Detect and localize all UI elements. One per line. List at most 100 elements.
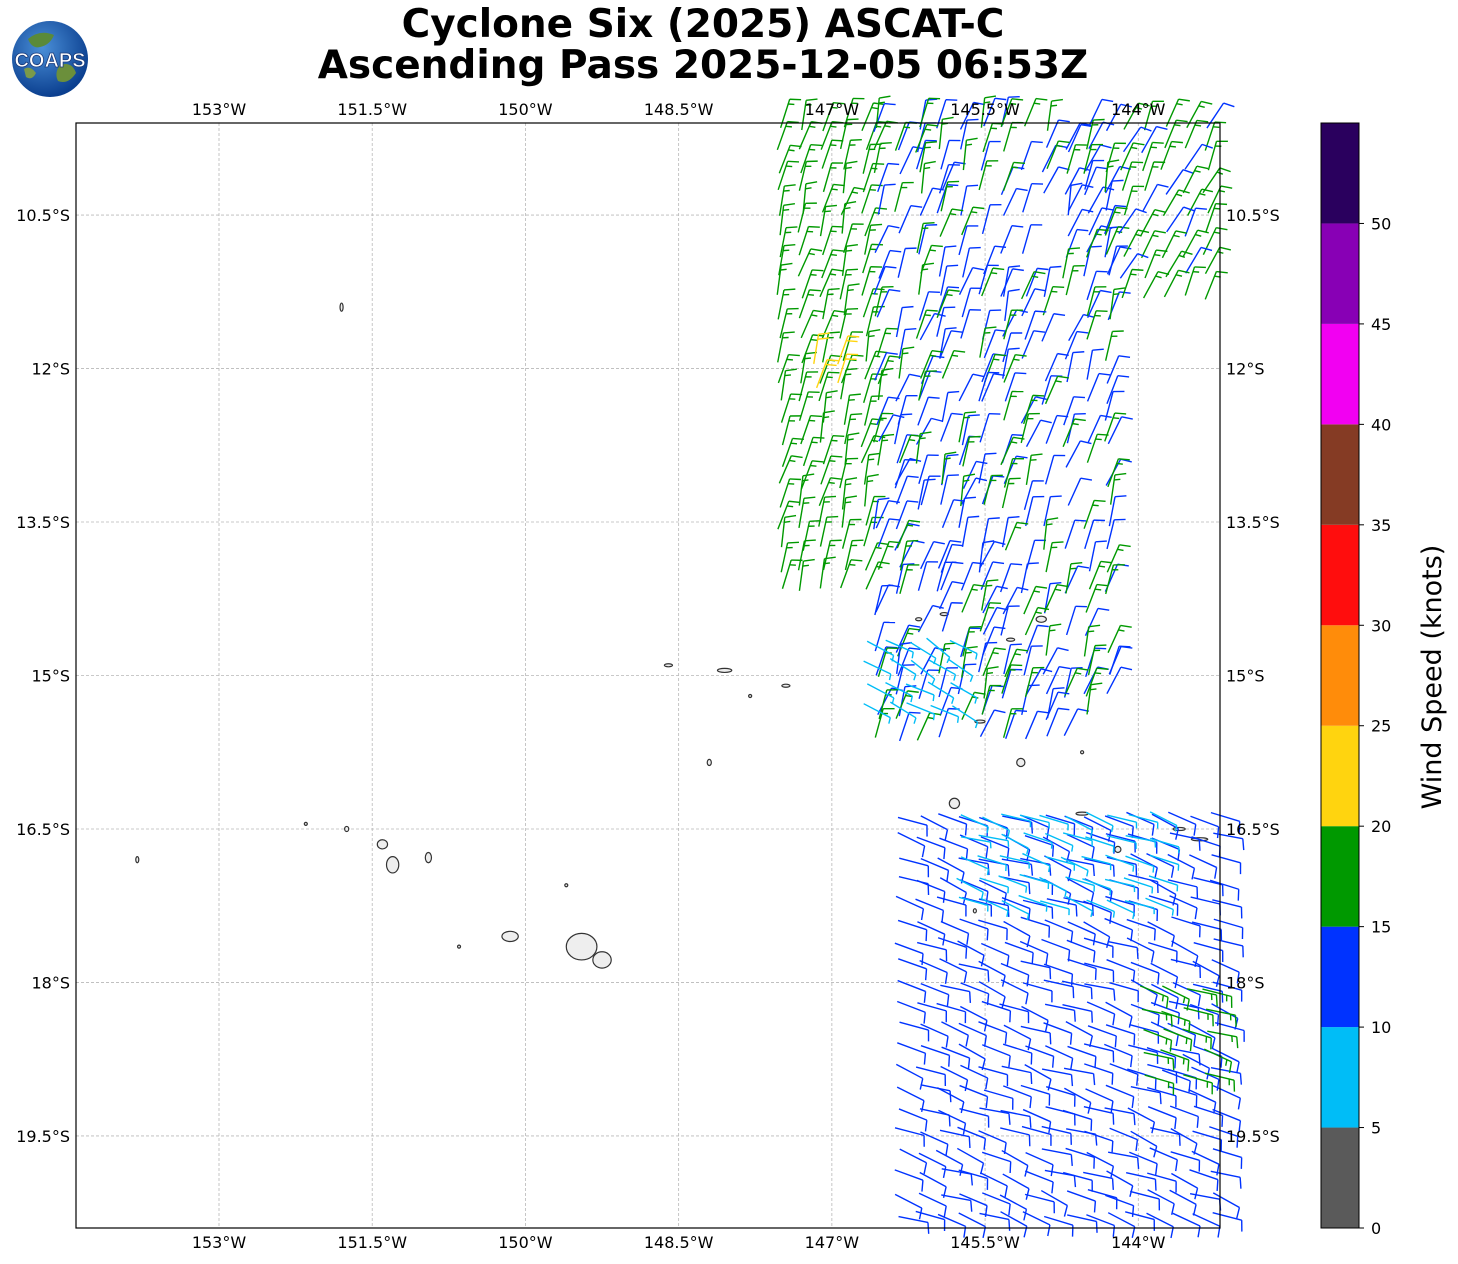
wind-barb — [1045, 541, 1064, 573]
wind-barb — [980, 897, 1009, 917]
wind-barb — [1022, 982, 1053, 1003]
wind-barb — [780, 514, 797, 548]
wind-barb — [1024, 834, 1055, 857]
wind-barb — [873, 265, 897, 295]
wind-barb — [1213, 938, 1244, 958]
wind-barb — [1084, 858, 1115, 877]
wind-barb — [1150, 1127, 1181, 1146]
wind-barb — [981, 1151, 1012, 1174]
wind-barb — [839, 308, 859, 339]
wind-barb — [874, 225, 900, 253]
wind-barb — [962, 246, 981, 278]
wind-barb — [1043, 166, 1070, 194]
wind-barb — [1192, 1130, 1223, 1152]
wind-barb — [1086, 433, 1109, 463]
wind-barb — [1129, 1023, 1160, 1044]
wind-barb — [1105, 564, 1125, 595]
wind-barb — [937, 937, 968, 959]
wind-barb — [1025, 668, 1053, 696]
colorbar-bin — [1321, 625, 1359, 726]
wind-barb — [1020, 1084, 1051, 1106]
wind-barb — [915, 898, 945, 922]
wind-barb — [979, 877, 1009, 894]
wind-barb — [1211, 1047, 1240, 1074]
wind-barb — [1128, 1044, 1159, 1064]
wind-barb — [978, 371, 1000, 402]
wind-barb — [889, 658, 917, 681]
colorbar-tick-label: 20 — [1371, 817, 1391, 836]
colorbar-tick-label: 0 — [1371, 1219, 1381, 1238]
wind-barb — [1105, 179, 1124, 211]
wind-barb — [797, 539, 816, 571]
wind-barb — [1084, 159, 1105, 190]
island — [1016, 757, 1026, 768]
wind-barb — [818, 371, 840, 402]
wind-barb — [1104, 1107, 1136, 1126]
wind-barb — [813, 332, 830, 365]
lon-tick-label-top: 145.5°W — [950, 100, 1020, 119]
wind-barb — [1024, 1193, 1055, 1214]
wind-barb — [918, 291, 940, 321]
wind-barb — [1183, 1074, 1213, 1095]
wind-barb — [1127, 1107, 1156, 1134]
wind-barb — [1172, 982, 1201, 1007]
wind-barb — [1165, 169, 1195, 195]
wind-barb — [1002, 161, 1025, 191]
wind-barb — [1002, 187, 1028, 216]
wind-barb — [961, 287, 982, 318]
wind-barb — [780, 368, 797, 401]
wind-barb — [957, 1126, 987, 1150]
wind-barb — [862, 162, 885, 193]
wind-barb — [978, 981, 1006, 1008]
island — [781, 683, 791, 688]
wind-barb — [1108, 495, 1127, 527]
wind-barb — [1171, 916, 1201, 938]
wind-barb — [797, 202, 817, 233]
wind-barb — [1085, 667, 1109, 697]
wind-barb — [843, 223, 864, 253]
wind-barb — [1064, 519, 1087, 549]
island — [456, 944, 462, 949]
wind-barb — [915, 139, 937, 170]
wind-barb — [1083, 143, 1104, 174]
wind-barb — [1118, 208, 1147, 235]
wind-barb — [1192, 983, 1224, 1003]
wind-barb — [1003, 390, 1024, 421]
wind-barb — [960, 836, 992, 849]
wind-barb — [918, 262, 935, 295]
wind-barb — [1189, 1169, 1219, 1191]
wind-barb — [1067, 477, 1093, 506]
wind-barb — [1170, 1151, 1201, 1172]
wind-barb — [1108, 245, 1128, 276]
logo-text: COAPS — [14, 50, 85, 72]
wind-barb — [1106, 899, 1135, 920]
wind-barb — [1142, 141, 1164, 172]
wind-barb — [1066, 1190, 1097, 1213]
wind-barb — [1044, 1003, 1076, 1022]
colorbar-tick-label: 10 — [1371, 1018, 1391, 1037]
wind-barb — [1142, 271, 1170, 299]
wind-barb — [1105, 103, 1132, 132]
wind-barb — [897, 247, 917, 278]
wind-barb — [1044, 454, 1066, 485]
wind-barb — [1210, 811, 1241, 833]
wind-barb — [837, 353, 859, 384]
wind-barb — [979, 412, 1001, 443]
wind-barb — [1003, 643, 1022, 675]
island — [915, 617, 923, 622]
wind-barb — [894, 1169, 924, 1192]
wind-barb — [1191, 921, 1223, 941]
wind-barb — [1161, 1069, 1191, 1093]
wind-barb — [778, 455, 803, 484]
wind-barb — [1126, 918, 1156, 941]
wind-barb — [1147, 1106, 1177, 1130]
wind-barb — [1040, 1189, 1068, 1217]
wind-barb — [1023, 832, 1053, 849]
wind-barb — [1125, 835, 1157, 848]
wind-barb — [1045, 414, 1069, 444]
wind-barb — [1067, 1214, 1098, 1233]
wind-barb — [1123, 877, 1154, 894]
wind-barb — [979, 602, 1002, 632]
wind-barb — [936, 561, 957, 592]
wind-barb — [843, 393, 861, 425]
